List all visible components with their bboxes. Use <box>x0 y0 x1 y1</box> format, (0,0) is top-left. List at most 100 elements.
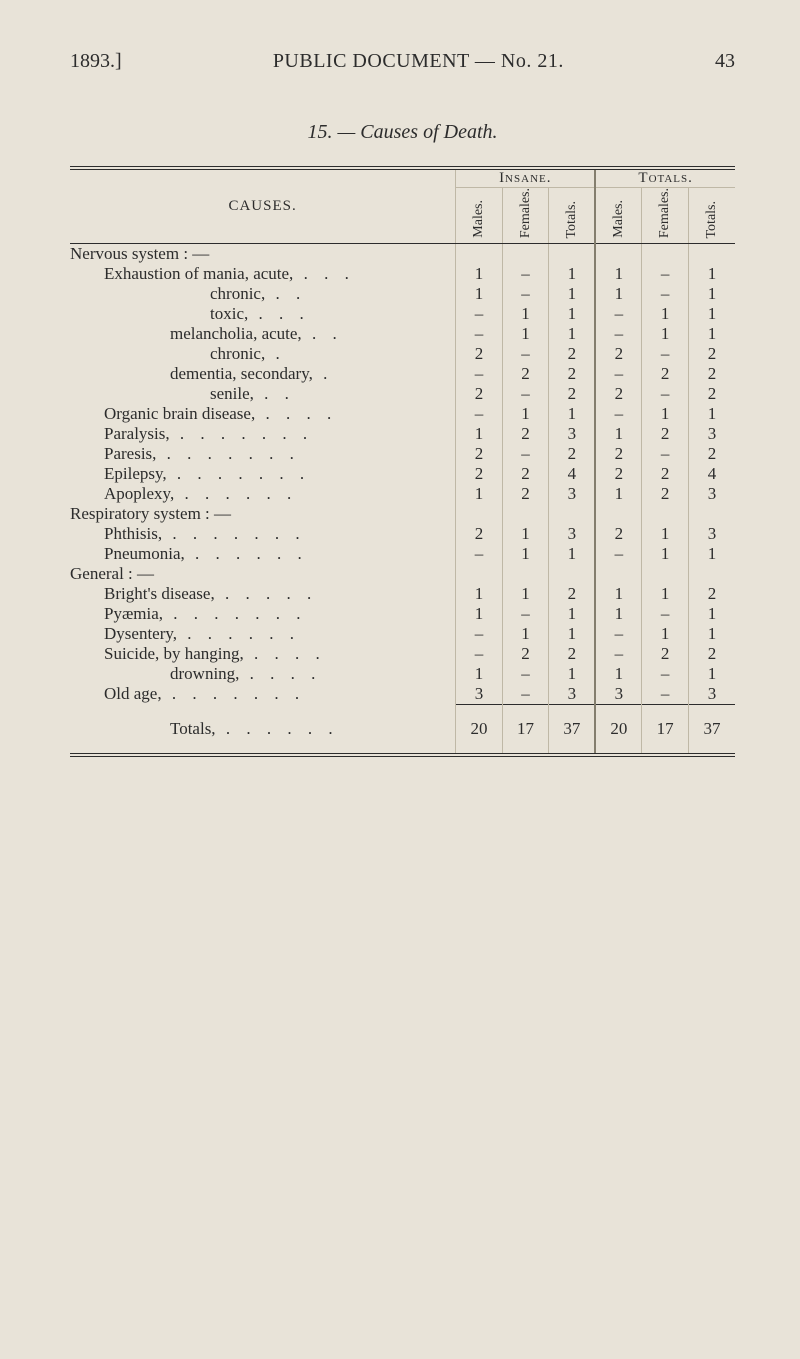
cell-empty <box>502 244 549 265</box>
cell: 3 <box>549 684 596 705</box>
cell: 1 <box>456 484 503 504</box>
table-row: Exhaustion of mania, acute, . . . 1–11–1 <box>70 264 735 284</box>
cell: 1 <box>688 664 735 684</box>
cell: – <box>456 404 503 424</box>
cell: – <box>456 624 503 644</box>
cell: 1 <box>456 604 503 624</box>
cell: 1 <box>688 304 735 324</box>
section-header: Respiratory system : — <box>70 504 456 524</box>
cell: 1 <box>456 424 503 444</box>
cell: 1 <box>502 584 549 604</box>
cell: 2 <box>502 464 549 484</box>
cell: 1 <box>456 584 503 604</box>
cell: – <box>642 604 689 624</box>
cell-empty <box>549 504 596 524</box>
cause-label: Paresis, . . . . . . . <box>70 444 456 464</box>
cell: 2 <box>595 384 642 404</box>
cell: 17 <box>642 705 689 755</box>
cell: 1 <box>595 424 642 444</box>
cell: – <box>456 324 503 344</box>
cell: – <box>642 264 689 284</box>
cell: 1 <box>549 284 596 304</box>
cell: 37 <box>549 705 596 755</box>
table-row: Paresis, . . . . . . . 2–22–2 <box>70 444 735 464</box>
cell: 3 <box>549 524 596 544</box>
cause-label: Old age, . . . . . . . <box>70 684 456 705</box>
cell: 2 <box>642 424 689 444</box>
cell: 1 <box>549 404 596 424</box>
cell: 37 <box>688 705 735 755</box>
cell: 2 <box>549 344 596 364</box>
cell: – <box>642 344 689 364</box>
cell: 1 <box>642 524 689 544</box>
cause-label: dementia, secondary, . <box>70 364 456 384</box>
col-insane-females: Females. <box>502 188 549 244</box>
cell: 1 <box>642 584 689 604</box>
cause-label: Pyæmia, . . . . . . . <box>70 604 456 624</box>
cell: 2 <box>549 384 596 404</box>
cell: 2 <box>642 464 689 484</box>
cell-empty <box>595 504 642 524</box>
cell: 1 <box>549 664 596 684</box>
cell: 3 <box>549 484 596 504</box>
cell: 2 <box>642 644 689 664</box>
cell: – <box>642 684 689 705</box>
cell: 20 <box>595 705 642 755</box>
cell: 1 <box>688 604 735 624</box>
totals-row: Totals, . . . . . . 201737201737 <box>70 705 735 755</box>
table-row: Bright's disease, . . . . . 112112 <box>70 584 735 604</box>
cell: 1 <box>549 544 596 564</box>
cause-label: Dysentery, . . . . . . <box>70 624 456 644</box>
cell: 1 <box>642 304 689 324</box>
cell: 4 <box>549 464 596 484</box>
table-head: CAUSES. Insane. Totals. Males. Females. … <box>70 168 735 244</box>
cell: 3 <box>456 684 503 705</box>
totals-label: Totals, . . . . . . <box>70 705 456 755</box>
table-row: Suicide, by hanging, . . . . –22–22 <box>70 644 735 664</box>
cell: 2 <box>456 384 503 404</box>
cause-label: Bright's disease, . . . . . <box>70 584 456 604</box>
cell: 2 <box>549 444 596 464</box>
cause-label: Pneumonia, . . . . . . <box>70 544 456 564</box>
cell: – <box>502 284 549 304</box>
table-row: Pneumonia, . . . . . . –11–11 <box>70 544 735 564</box>
cell: 1 <box>595 604 642 624</box>
table-row: Phthisis, . . . . . . . 213213 <box>70 524 735 544</box>
cell: 2 <box>456 524 503 544</box>
causes-table: CAUSES. Insane. Totals. Males. Females. … <box>70 166 735 757</box>
cell: 1 <box>549 264 596 284</box>
cell: – <box>595 404 642 424</box>
cell: 17 <box>502 705 549 755</box>
cell: 1 <box>456 664 503 684</box>
cell-empty <box>642 504 689 524</box>
cell-empty <box>456 564 503 584</box>
cell: 2 <box>502 484 549 504</box>
cell: 1 <box>456 284 503 304</box>
cell: 1 <box>688 404 735 424</box>
cell: 1 <box>456 264 503 284</box>
table-body: Nervous system : —Exhaustion of mania, a… <box>70 244 735 755</box>
group-totals: Totals. <box>595 168 735 188</box>
cell: 1 <box>595 284 642 304</box>
cause-label: Exhaustion of mania, acute, . . . <box>70 264 456 284</box>
doc-title: PUBLIC DOCUMENT — No. 21. <box>122 50 715 73</box>
table-row: chronic, . . 1–11–1 <box>70 284 735 304</box>
year-bracket: 1893.] <box>70 50 122 73</box>
table-row: Apoplexy, . . . . . . 123123 <box>70 484 735 504</box>
causes-heading: CAUSES. <box>70 168 456 244</box>
table-row: Epilepsy, . . . . . . . 224224 <box>70 464 735 484</box>
cell-empty <box>688 504 735 524</box>
cell: 1 <box>502 624 549 644</box>
cell-empty <box>688 244 735 265</box>
cause-label: chronic, . <box>70 344 456 364</box>
cell: 1 <box>502 524 549 544</box>
cell: 1 <box>502 324 549 344</box>
cell-empty <box>456 244 503 265</box>
cell: 2 <box>549 584 596 604</box>
cell: 2 <box>688 644 735 664</box>
col-insane-males: Males. <box>456 188 503 244</box>
cell: 2 <box>502 644 549 664</box>
group-insane: Insane. <box>456 168 596 188</box>
cell: 2 <box>595 344 642 364</box>
table-row: Dysentery, . . . . . . –11–11 <box>70 624 735 644</box>
